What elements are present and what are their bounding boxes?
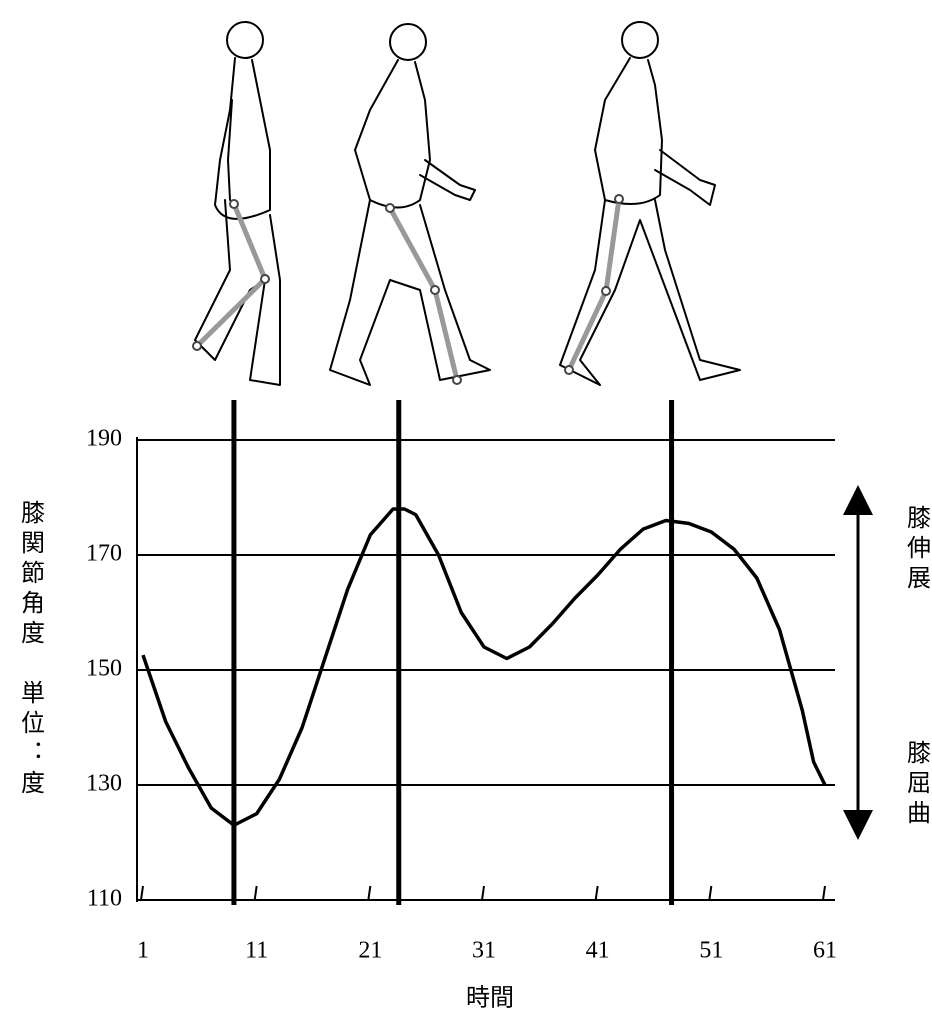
x-tick	[141, 886, 143, 900]
x-tick-label: 51	[699, 938, 723, 964]
x-tick-label: 41	[586, 938, 610, 964]
figure-heel-strike	[560, 22, 740, 385]
x-tick	[482, 886, 484, 900]
x-tick-label: 61	[813, 938, 837, 964]
y-axis-label: 膝関節角度 単位：度	[16, 500, 44, 800]
y-tick-label: 130	[86, 771, 122, 797]
figure-stance	[193, 22, 280, 385]
y-tick-label: 170	[86, 541, 122, 567]
x-tick-label: 1	[137, 938, 149, 964]
x-tick	[368, 886, 370, 900]
x-tick	[823, 886, 825, 900]
x-tick	[596, 886, 598, 900]
chart: 膝関節角度 単位：度 時間 膝伸展 膝屈曲 110130150170190111…	[0, 0, 932, 1020]
figure-swing	[330, 24, 490, 385]
y-tick-label: 110	[87, 886, 122, 912]
x-tick-label: 21	[358, 938, 382, 964]
x-tick-label: 31	[472, 938, 496, 964]
x-tick	[709, 886, 711, 900]
flexion-label: 膝屈曲	[902, 740, 930, 830]
extension-label: 膝伸展	[902, 505, 930, 595]
y-tick-label: 190	[86, 426, 122, 452]
x-tick	[255, 886, 257, 900]
x-axis-label: 時間	[466, 985, 514, 1012]
data-line	[143, 509, 825, 825]
x-tick-label: 11	[245, 938, 268, 964]
y-tick-label: 150	[86, 656, 122, 682]
